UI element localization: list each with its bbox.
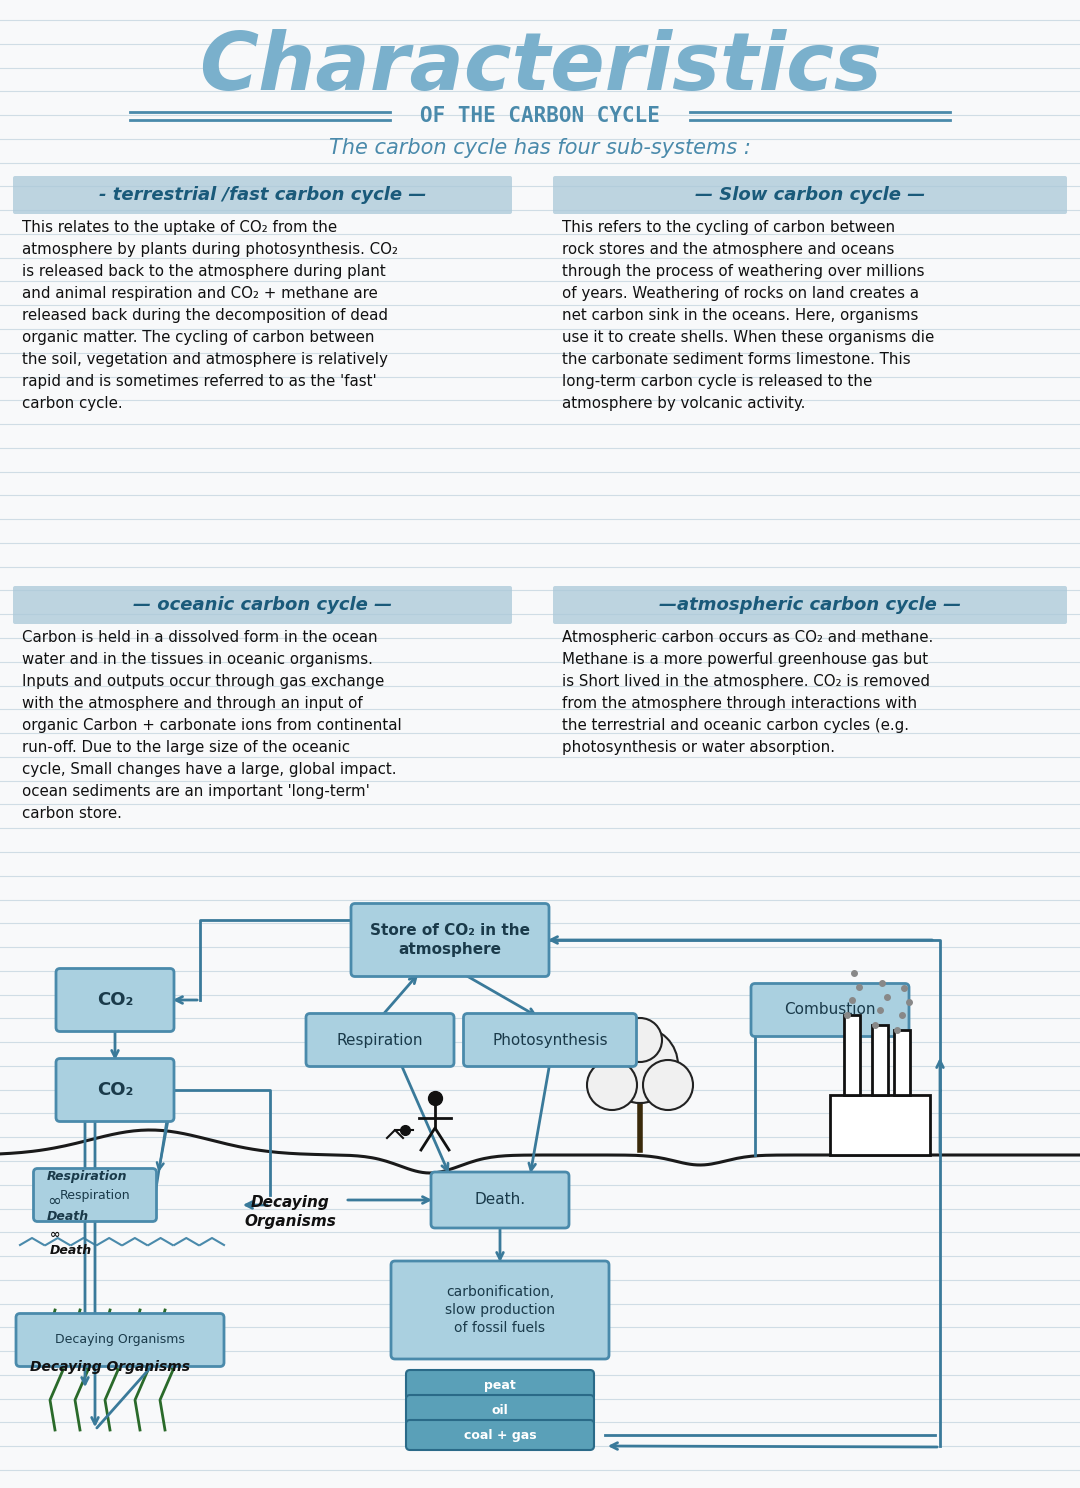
Circle shape: [643, 1059, 693, 1110]
Text: The carbon cycle has four sub-systems :: The carbon cycle has four sub-systems :: [329, 138, 751, 158]
FancyBboxPatch shape: [553, 176, 1067, 214]
Text: Decaying Organisms: Decaying Organisms: [30, 1360, 190, 1373]
Text: ∞
Death: ∞ Death: [50, 1228, 92, 1257]
Text: Photosynthesis: Photosynthesis: [492, 1033, 608, 1048]
FancyBboxPatch shape: [33, 1168, 157, 1222]
FancyBboxPatch shape: [16, 1314, 224, 1366]
Text: —atmospheric carbon cycle —: —atmospheric carbon cycle —: [659, 597, 961, 615]
Text: Respiration: Respiration: [48, 1170, 127, 1183]
FancyBboxPatch shape: [56, 1058, 174, 1122]
FancyBboxPatch shape: [751, 984, 909, 1037]
Text: Characteristics: Characteristics: [199, 28, 881, 107]
FancyBboxPatch shape: [56, 969, 174, 1031]
FancyBboxPatch shape: [391, 1260, 609, 1359]
Text: oil: oil: [491, 1403, 509, 1417]
Text: carbonification,
slow production
of fossil fuels: carbonification, slow production of foss…: [445, 1284, 555, 1335]
Text: Decaying
Organisms: Decaying Organisms: [244, 1195, 336, 1229]
Text: coal + gas: coal + gas: [463, 1428, 537, 1442]
Text: CO₂: CO₂: [97, 991, 133, 1009]
Text: This relates to the uptake of CO₂ from the
atmosphere by plants during photosynt: This relates to the uptake of CO₂ from t…: [22, 220, 399, 411]
Text: Store of CO₂ in the
atmosphere: Store of CO₂ in the atmosphere: [370, 923, 530, 957]
Bar: [831, 1095, 930, 1155]
Bar: [894, 1030, 910, 1095]
FancyBboxPatch shape: [351, 903, 549, 976]
FancyBboxPatch shape: [306, 1013, 454, 1067]
Text: This refers to the cycling of carbon between
rock stores and the atmosphere and : This refers to the cycling of carbon bet…: [562, 220, 934, 411]
Text: Atmospheric carbon occurs as CO₂ and methane.
Methane is a more powerful greenho: Atmospheric carbon occurs as CO₂ and met…: [562, 629, 933, 754]
Circle shape: [618, 1018, 662, 1062]
FancyBboxPatch shape: [463, 1013, 636, 1067]
FancyBboxPatch shape: [553, 586, 1067, 623]
Text: Combustion: Combustion: [784, 1003, 876, 1018]
Circle shape: [602, 1027, 678, 1103]
FancyBboxPatch shape: [406, 1370, 594, 1400]
Text: — oceanic carbon cycle —: — oceanic carbon cycle —: [133, 597, 392, 615]
Text: Respiration: Respiration: [59, 1189, 131, 1201]
FancyBboxPatch shape: [406, 1396, 594, 1426]
Text: Respiration: Respiration: [337, 1033, 423, 1048]
Bar: [872, 1025, 888, 1095]
FancyBboxPatch shape: [431, 1173, 569, 1228]
Text: - terrestrial /fast carbon cycle —: - terrestrial /fast carbon cycle —: [98, 186, 427, 204]
Text: Death.: Death.: [474, 1192, 526, 1207]
Bar: [843, 1015, 860, 1095]
Text: OF THE CARBON CYCLE: OF THE CARBON CYCLE: [420, 106, 660, 126]
Text: ∞: ∞: [48, 1192, 60, 1210]
Circle shape: [588, 1059, 637, 1110]
Text: Decaying Organisms: Decaying Organisms: [55, 1333, 185, 1347]
Text: Death: Death: [48, 1210, 90, 1223]
FancyBboxPatch shape: [406, 1420, 594, 1449]
Text: CO₂: CO₂: [97, 1080, 133, 1100]
Text: peat: peat: [484, 1378, 516, 1391]
Text: — Slow carbon cycle —: — Slow carbon cycle —: [694, 186, 926, 204]
FancyBboxPatch shape: [13, 586, 512, 623]
Text: Carbon is held in a dissolved form in the ocean
water and in the tissues in ocea: Carbon is held in a dissolved form in th…: [22, 629, 402, 821]
FancyBboxPatch shape: [13, 176, 512, 214]
